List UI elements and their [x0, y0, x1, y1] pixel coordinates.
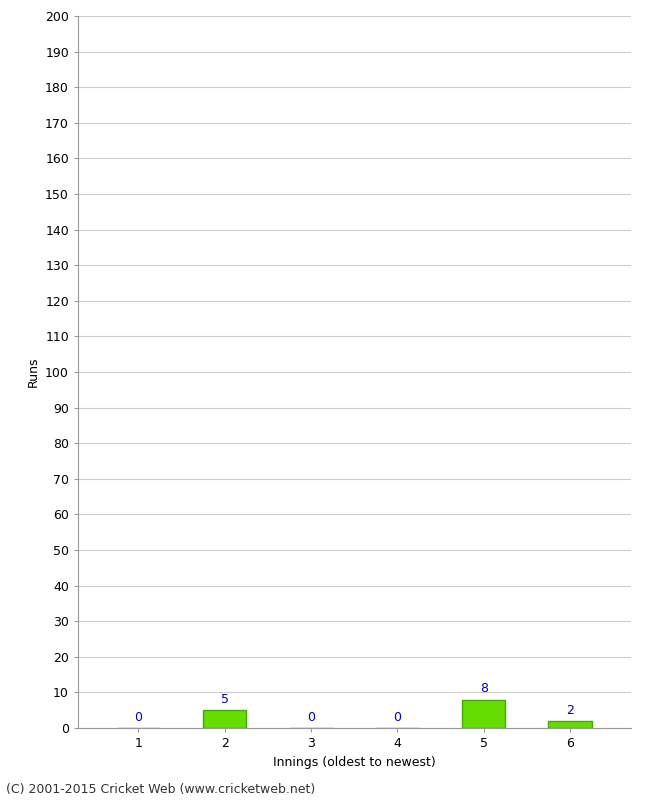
- X-axis label: Innings (oldest to newest): Innings (oldest to newest): [273, 755, 436, 769]
- Text: 8: 8: [480, 682, 488, 695]
- Text: 5: 5: [221, 693, 229, 706]
- Text: (C) 2001-2015 Cricket Web (www.cricketweb.net): (C) 2001-2015 Cricket Web (www.cricketwe…: [6, 783, 316, 796]
- Y-axis label: Runs: Runs: [27, 357, 40, 387]
- Text: 0: 0: [135, 710, 142, 724]
- Text: 0: 0: [307, 710, 315, 724]
- Bar: [462, 699, 505, 728]
- Text: 2: 2: [566, 704, 574, 717]
- Text: 0: 0: [393, 710, 402, 724]
- Bar: [203, 710, 246, 728]
- Bar: [549, 721, 592, 728]
